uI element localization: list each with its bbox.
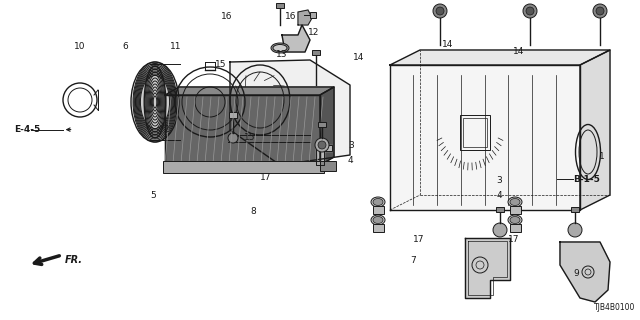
Text: 14: 14 [442, 40, 454, 49]
Text: 6: 6 [122, 42, 127, 51]
Circle shape [318, 141, 326, 149]
Circle shape [523, 4, 537, 18]
Text: 7: 7 [410, 256, 415, 265]
Bar [318, 122, 326, 127]
Bar [320, 161, 336, 171]
Text: 16: 16 [221, 12, 233, 20]
Text: 3: 3 [348, 141, 353, 150]
Text: 17: 17 [508, 236, 519, 244]
Ellipse shape [371, 215, 385, 225]
Polygon shape [465, 238, 510, 298]
Ellipse shape [373, 217, 383, 223]
Bar [510, 224, 521, 232]
Text: 14: 14 [353, 53, 364, 62]
Polygon shape [390, 65, 580, 210]
Circle shape [596, 7, 604, 15]
Ellipse shape [510, 198, 520, 205]
Polygon shape [316, 145, 332, 165]
Circle shape [593, 4, 607, 18]
Text: 9: 9 [573, 269, 579, 278]
Ellipse shape [273, 44, 287, 52]
Polygon shape [230, 60, 350, 165]
Ellipse shape [371, 197, 385, 207]
Ellipse shape [373, 198, 383, 205]
Bar [496, 207, 504, 212]
Polygon shape [320, 87, 334, 165]
Bar [571, 207, 579, 212]
Polygon shape [165, 95, 320, 165]
Text: 4: 4 [348, 156, 353, 164]
Circle shape [493, 223, 507, 237]
Polygon shape [580, 50, 610, 210]
Text: TJB4B0100: TJB4B0100 [594, 303, 635, 312]
Text: B-1-5: B-1-5 [573, 175, 600, 184]
Text: 15: 15 [244, 133, 255, 142]
Text: 10: 10 [74, 42, 86, 51]
Bar [510, 206, 521, 214]
Ellipse shape [510, 217, 520, 223]
Bar [460, 115, 490, 150]
Polygon shape [298, 10, 312, 25]
Text: E-4-5: E-4-5 [14, 125, 40, 134]
Circle shape [436, 7, 444, 15]
Text: 17: 17 [260, 173, 271, 182]
Circle shape [433, 4, 447, 18]
Circle shape [568, 223, 582, 237]
Polygon shape [390, 50, 610, 65]
Polygon shape [560, 242, 610, 302]
Polygon shape [282, 25, 310, 52]
Text: 17: 17 [413, 236, 425, 244]
Text: 13: 13 [276, 50, 287, 59]
Bar [276, 3, 284, 8]
Bar [310, 12, 316, 18]
Circle shape [315, 138, 329, 152]
Bar [312, 50, 320, 55]
Text: 4: 4 [497, 191, 502, 200]
Text: 14: 14 [513, 47, 524, 56]
Text: 2: 2 [164, 125, 169, 134]
Text: 5: 5 [151, 191, 156, 200]
Bar [463, 118, 487, 147]
Bar [373, 206, 384, 214]
Bar [163, 161, 324, 173]
Text: 15: 15 [215, 60, 227, 68]
Ellipse shape [133, 62, 177, 142]
Ellipse shape [271, 43, 289, 53]
Text: 16: 16 [285, 12, 297, 20]
Text: FR.: FR. [65, 255, 83, 265]
Text: 12: 12 [308, 28, 319, 36]
Text: 8: 8 [250, 207, 255, 216]
Bar [229, 112, 237, 118]
Bar [373, 224, 384, 232]
Circle shape [228, 133, 238, 143]
Ellipse shape [508, 197, 522, 207]
Text: 11: 11 [170, 42, 182, 51]
Text: 3: 3 [497, 176, 502, 185]
Text: 1: 1 [599, 152, 604, 161]
Ellipse shape [508, 215, 522, 225]
Polygon shape [165, 87, 334, 95]
Circle shape [526, 7, 534, 15]
